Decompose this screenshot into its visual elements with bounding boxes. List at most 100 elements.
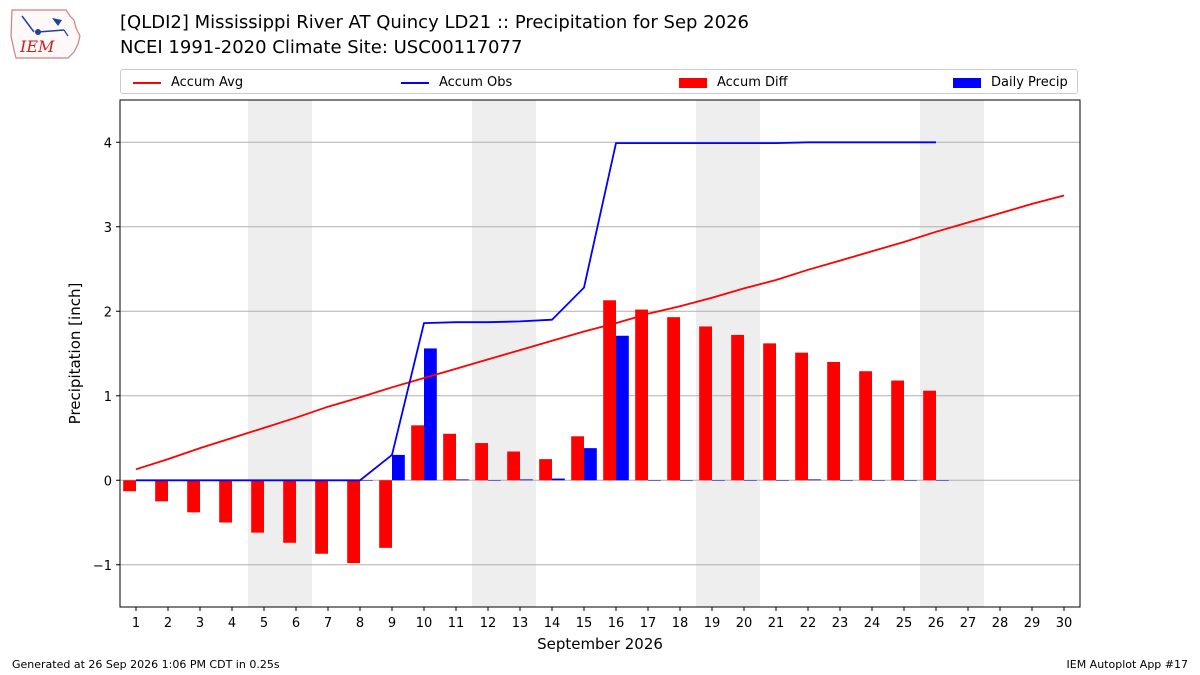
- legend-item-accum-avg: Accum Avg: [133, 70, 243, 95]
- accum-diff-bar: [187, 480, 200, 513]
- x-tick-label: 23: [832, 616, 849, 631]
- accum-diff-bar: [859, 371, 872, 481]
- x-tick-label: 27: [960, 616, 977, 631]
- x-tick-label: 13: [512, 616, 529, 631]
- y-tick-label: −1: [93, 559, 112, 574]
- daily-precip-bar: [680, 480, 693, 481]
- daily-precip-bar: [808, 479, 821, 481]
- accum-diff-bar: [795, 352, 808, 481]
- daily-precip-bar: [840, 480, 853, 481]
- x-tick-label: 10: [416, 616, 433, 631]
- y-tick-label: 0: [104, 474, 112, 489]
- x-tick-label: 1: [132, 616, 140, 631]
- accum-avg-line: [135, 194, 1065, 471]
- daily-precip-bar: [872, 480, 885, 481]
- legend-swatch-accum-obs: [401, 81, 429, 84]
- daily-precip-bar: [456, 479, 469, 481]
- x-tick-label: 19: [704, 616, 721, 631]
- accum-diff-bar: [827, 361, 840, 481]
- accum-diff-bar: [891, 380, 904, 481]
- accum-diff-bar: [635, 309, 648, 481]
- daily-precip-bar: [552, 478, 565, 481]
- accum-diff-bar: [923, 390, 936, 481]
- legend-label-accum-avg: Accum Avg: [171, 75, 244, 90]
- legend-item-accum-diff: Accum Diff: [679, 70, 788, 95]
- legend-label-accum-diff: Accum Diff: [717, 75, 788, 90]
- y-axis-label: Precipitation [inch]: [66, 283, 84, 425]
- accum-obs-line: [136, 141, 936, 482]
- x-tick-label: 11: [448, 616, 465, 631]
- accum-diff-bar: [411, 425, 424, 481]
- x-tick-label: 3: [196, 616, 204, 631]
- footer-generated-text: Generated at 26 Sep 2026 1:06 PM CDT in …: [12, 658, 280, 671]
- weekend-band: [920, 100, 984, 607]
- daily-precip-bar: [392, 454, 405, 481]
- x-tick-label: 4: [228, 616, 236, 631]
- legend: Accum Avg Accum Obs Accum Diff Daily Pre…: [120, 69, 1078, 94]
- x-tick-label: 12: [480, 616, 497, 631]
- x-tick-label: 15: [576, 616, 593, 631]
- legend-label-daily-precip: Daily Precip: [991, 75, 1068, 90]
- accum-diff-bar: [123, 480, 136, 492]
- legend-swatch-accum-diff: [679, 77, 707, 88]
- daily-precip-bar: [776, 480, 789, 481]
- x-tick-label: 9: [388, 616, 396, 631]
- daily-precip-bar: [616, 335, 629, 481]
- chart-subtitle: NCEI 1991-2020 Climate Site: USC00117077: [120, 37, 523, 58]
- accum-diff-bar: [475, 443, 488, 481]
- x-tick-label: 2: [164, 616, 172, 631]
- daily-precip-bar: [520, 479, 533, 481]
- legend-swatch-daily-precip: [953, 77, 981, 88]
- accum-diff-bar: [699, 326, 712, 481]
- legend-swatch-accum-avg: [133, 81, 161, 84]
- daily-precip-bar: [360, 480, 373, 481]
- footer-app-text: IEM Autoplot App #17: [1066, 658, 1189, 671]
- accum-diff-bar: [507, 451, 520, 481]
- legend-label-accum-obs: Accum Obs: [439, 75, 513, 90]
- y-tick-label: 4: [104, 136, 112, 151]
- logo-text: IEM: [19, 37, 55, 56]
- daily-precip-bar: [424, 348, 437, 481]
- weekend-band: [472, 100, 536, 607]
- y-tick-label: 3: [104, 221, 112, 236]
- x-tick-label: 16: [608, 616, 625, 631]
- accum-diff-bar: [731, 334, 744, 481]
- accum-diff-bar: [571, 436, 584, 481]
- accum-diff-bar: [219, 480, 232, 523]
- daily-precip-bar: [712, 480, 725, 481]
- accum-diff-bar: [667, 317, 680, 481]
- x-tick-label: 21: [768, 616, 785, 631]
- accum-diff-bar: [603, 300, 616, 481]
- x-tick-label: 26: [928, 616, 945, 631]
- legend-item-accum-obs: Accum Obs: [401, 70, 512, 95]
- y-tick-label: 1: [104, 390, 112, 405]
- legend-item-daily-precip: Daily Precip: [953, 70, 1068, 95]
- x-tick-label: 18: [672, 616, 689, 631]
- y-tick-label: 2: [104, 305, 112, 320]
- accum-diff-bar: [443, 433, 456, 481]
- chart-title: [QLDI2] Mississippi River AT Quincy LD21…: [120, 12, 749, 33]
- x-tick-label: 5: [260, 616, 268, 631]
- daily-precip-bar: [904, 480, 917, 481]
- accum-diff-bar: [283, 480, 296, 543]
- x-tick-label: 7: [324, 616, 332, 631]
- x-tick-label: 24: [864, 616, 881, 631]
- x-tick-label: 30: [1056, 616, 1073, 631]
- accum-diff-bar: [763, 343, 776, 481]
- x-axis-label: September 2026: [537, 635, 663, 653]
- accum-diff-bar: [347, 480, 360, 564]
- plot-frame: [119, 99, 1081, 608]
- daily-precip-bar: [648, 480, 661, 481]
- x-tick-label: 28: [992, 616, 1009, 631]
- iowa-map-icon: IEM: [10, 9, 81, 59]
- x-tick-label: 22: [800, 616, 817, 631]
- x-tick-label: 14: [544, 616, 561, 631]
- accum-diff-bar: [539, 459, 552, 481]
- accum-diff-bar: [315, 480, 328, 554]
- x-tick-label: 17: [640, 616, 657, 631]
- daily-precip-bar: [584, 448, 597, 481]
- daily-precip-bar: [488, 480, 501, 481]
- daily-precip-bar: [744, 480, 757, 481]
- x-tick-label: 20: [736, 616, 753, 631]
